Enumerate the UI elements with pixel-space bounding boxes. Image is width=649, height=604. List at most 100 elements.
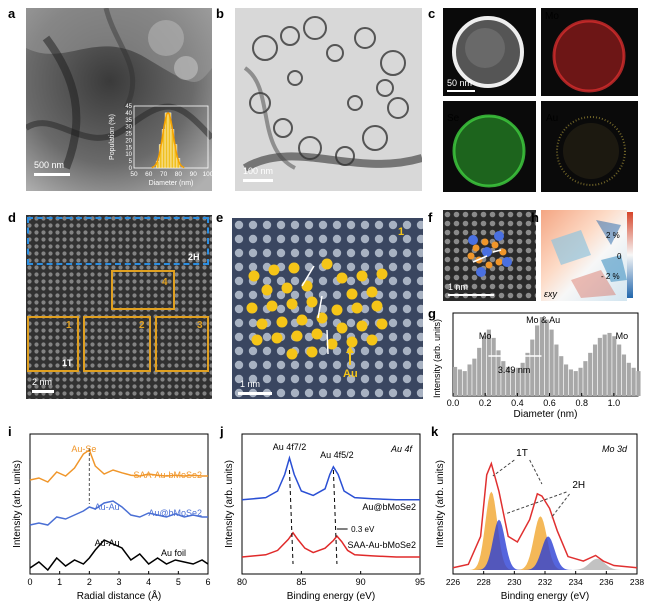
au-atom-dot [276,316,288,328]
panel-d-2h-label: 2H [188,252,200,262]
g-xtick: 0.2 [479,398,492,408]
panel-c-au-map [541,101,638,192]
panel-b-scale-label: 100 nm [243,166,274,176]
panel-d-box-4 [111,270,175,310]
g-bar [597,337,602,396]
au-atom-dot [251,334,263,346]
panel-c-mo-map [541,8,638,96]
i-xtick: 0 [27,577,32,587]
au-atom-dot [246,302,258,314]
inset-ytick: 20 [125,138,132,144]
g-annot-mo-right: Mo [616,331,629,341]
k-xtick: 234 [569,577,583,587]
panel-e-letter: e [216,210,224,225]
j-xtick: 80 [237,577,247,587]
g-bar [510,369,516,396]
k-oxide-component [453,558,637,570]
g-xtick: 1.0 [608,398,621,408]
inset-ytick: 40 [125,111,132,117]
i-xtick: 5 [176,577,181,587]
g-annot-mo-left: Mo [479,331,492,341]
au-atom-dot [346,336,358,348]
g-xtick: 0.6 [543,398,556,408]
j-annot-4f52: Au 4f5/2 [320,450,354,460]
g-bar [549,329,554,396]
panel-a-letter: a [8,6,16,21]
au-atom-dot [321,258,333,270]
inset-ytick: 10 [125,152,132,158]
k-xtick: 238 [630,577,644,587]
au-atom-dot [306,296,318,308]
au-atom-dot [288,262,300,274]
panel-d-2h-region [27,217,209,265]
g-bar [631,367,636,396]
k-1t-arrow-a [492,459,515,477]
panel-b-tem-image [235,8,422,191]
inset-xtick: 100 [203,171,212,178]
g-xlabel: Diameter (nm) [514,409,578,420]
g-bar [501,361,506,396]
inset-ytick: 45 [125,104,132,110]
k-2h-3d32-component [453,536,637,570]
g-bar [612,336,617,396]
panel-g-chart: 0.0 0.2 0.4 0.6 0.8 1.0 Diameter (nm) Intensity… [432,312,641,420]
panel-h-colorbar [627,212,633,298]
panel-c-se-map [443,101,536,192]
g-bar [535,325,540,396]
au-atom-dot [281,282,293,294]
au-atom-dot [351,302,363,314]
g-bar [636,371,641,396]
au-atom-dot [286,348,298,360]
panel-k-letter: k [431,424,439,439]
g-bar [467,364,472,396]
g-xtick: 0.8 [575,398,588,408]
k-annot-2h: 2H [572,480,585,491]
inset-xtick: 70 [160,171,168,178]
g-bar [472,358,477,396]
i-label-au-foil: Au foil [161,548,186,558]
i-series-0 [29,448,208,483]
panel-i-chart: Au-Se Au-Au Au-Au SAA-Au-bMoSe2 Au@bMoSe2 Au … [12,433,211,602]
g-bar [564,364,569,396]
g-bar [515,367,520,396]
panel-a-scale-label: 500 nm [34,160,65,170]
au-atom-dot [296,314,308,326]
au-atom-dot [271,332,283,344]
g-xtick: 0.4 [511,398,524,408]
g-bar [588,352,593,396]
panel-c-haadf-image [443,8,536,96]
j-label-saa: SAA-Au-bMoSe2 [347,540,416,550]
g-bar [486,329,491,396]
panel-c-se-label: Se [447,113,460,124]
g-bar [525,352,530,396]
panel-d-box-3 [155,316,209,372]
inset-ytick: 15 [125,145,132,151]
panel-a-scale-bar [34,173,70,176]
au-atom-dot [331,304,343,316]
k-xtick: 230 [507,577,521,587]
g-bar [602,334,607,396]
g-bar [626,362,631,396]
j-xtick: 95 [415,577,425,587]
au-atom-dot [371,300,383,312]
j-series-1 [241,531,420,558]
i-series-2 [29,539,209,572]
inset-ytick: 25 [125,132,132,138]
g-bar [621,354,627,396]
j-annot-shift: 0.3 eV [351,525,375,534]
g-bar [477,347,482,396]
j-xtick: 90 [356,577,366,587]
g-bar [544,319,549,396]
i-xtick: 4 [146,577,151,587]
i-xtick: 3 [116,577,121,587]
panel-j-chart: Au 4f7/2 Au 4f5/2 Au 4f Au@bMoSe2 0.3 eV SAA-… [224,433,425,602]
g-bar [539,317,545,396]
g-bar [607,332,612,396]
g-bar [568,369,573,396]
au-atom-dot [256,318,268,330]
panel-d-box-1-label: 1 [66,320,72,331]
g-bar [491,337,496,396]
k-1t-arrow-b [529,459,543,485]
panel-h-letter: h [531,210,539,225]
au-atom-dot [326,338,338,350]
